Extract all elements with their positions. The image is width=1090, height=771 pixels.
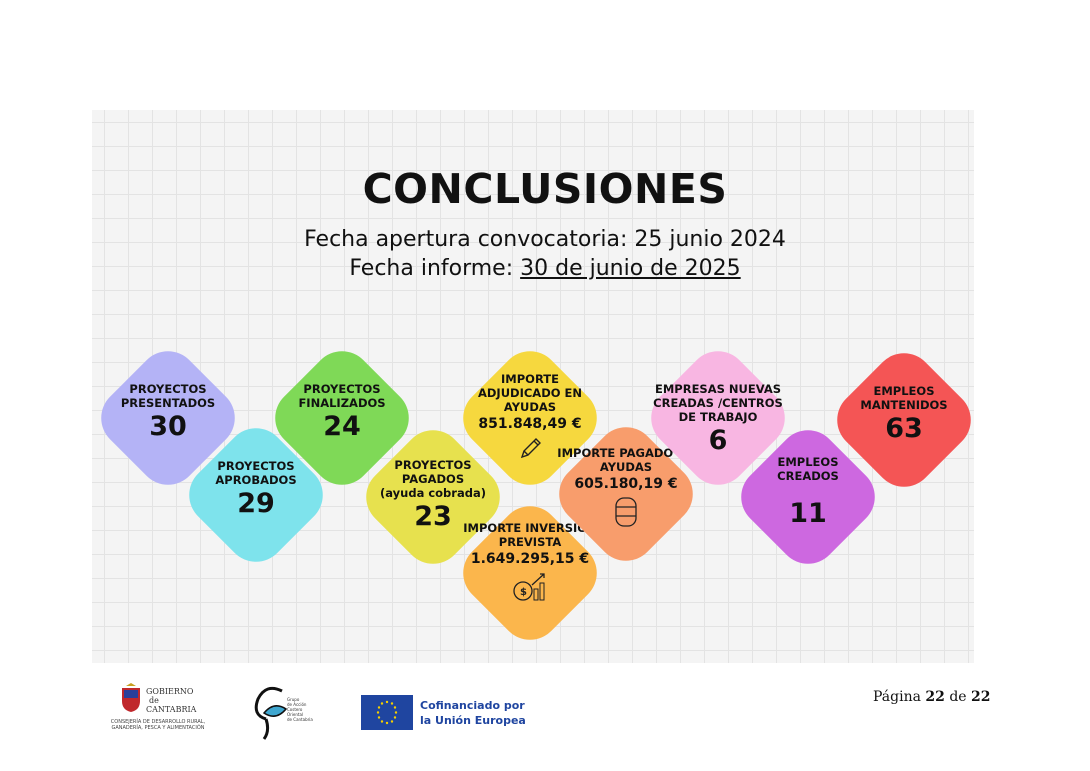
card-value: 30	[149, 411, 187, 442]
card-value: 1.649.295,15 €	[470, 551, 590, 567]
cantabria-text: CANTABRIA	[146, 705, 197, 714]
card-label: EMPLEOS CREADOS	[777, 455, 839, 483]
card-label: PROYECTOS APROBADOS	[215, 459, 297, 487]
page-prefix: Página	[873, 689, 926, 705]
card-value: 851.848,49 €	[478, 416, 582, 432]
eu-flag-icon	[361, 695, 413, 730]
dept-line2: GANADERÍA, PESCA Y ALIMENTACIÓN	[111, 725, 205, 731]
gac-text: de Cantabria	[287, 717, 313, 722]
card-label: PROYECTOS PRESENTADOS	[120, 382, 216, 410]
de-text: de	[149, 696, 159, 705]
subtitle-opening-date: Fecha apertura convocatoria: 25 junio 20…	[304, 227, 786, 252]
page-title: CONCLUSIONES	[362, 165, 728, 213]
subtitle-report-date: Fecha informe: 30 de junio de 2025	[0, 256, 1090, 281]
eu-cofinanced-logo: Cofinanciado por la Unión Europea	[361, 695, 541, 731]
report-date-label: Fecha informe:	[349, 256, 521, 281]
pencil-icon	[520, 438, 541, 459]
card-value: 605.180,19 €	[574, 476, 678, 492]
card-value: 6	[708, 425, 728, 456]
report-date-value: 30 de junio de 2025	[520, 256, 741, 281]
card-sublabel: (ayuda cobrada)	[380, 486, 486, 500]
page-current: 22	[925, 689, 945, 705]
card-label: EMPRESAS NUEVAS CREADAS /CENTROS DE TRAB…	[653, 382, 783, 424]
eu-text-line1: Cofinanciado por	[420, 699, 525, 712]
page-total: 22	[971, 689, 991, 705]
card-label: IMPORTE ADJUDICADO EN AYUDAS	[477, 372, 583, 414]
dept-line1: CONSEJERÍA DE DESARROLLO RURAL,	[110, 719, 206, 725]
card-label: IMPORTE PAGADO EN AYUDAS	[557, 446, 695, 474]
card-value: 63	[885, 413, 923, 444]
gac-text: Grupo	[287, 697, 300, 702]
card-value: 11	[789, 498, 827, 529]
gac-text: de Acción	[287, 702, 307, 707]
card-value: 24	[323, 411, 361, 442]
gac-logo: Grupo de Acción Costero Oriental de Cantabri…	[252, 685, 337, 743]
gac-text: Oriental	[287, 712, 304, 717]
page-number: Página 22 de 22	[873, 689, 991, 705]
card-label: PROYECTOS PAGADOS	[394, 458, 472, 486]
gac-text: Costero	[287, 707, 303, 712]
coat-of-arms-icon	[122, 683, 140, 712]
card-label: IMPORTE INVERSIÓN PREVISTA	[463, 521, 597, 549]
gac-fish-icon	[254, 686, 288, 740]
money-bag-growth-icon: $	[513, 573, 545, 601]
gobierno-text: GOBIERNO	[146, 687, 194, 696]
page-sep: de	[944, 689, 972, 705]
svg-text:$: $	[520, 587, 527, 598]
database-icon	[615, 497, 637, 527]
card-label: PROYECTOS FINALIZADOS	[298, 382, 386, 410]
card-label: EMPLEOS MANTENIDOS	[860, 384, 948, 412]
card-value: 23	[414, 501, 452, 532]
card-value: 29	[237, 488, 275, 519]
eu-text-line2: la Unión Europea	[420, 714, 526, 727]
